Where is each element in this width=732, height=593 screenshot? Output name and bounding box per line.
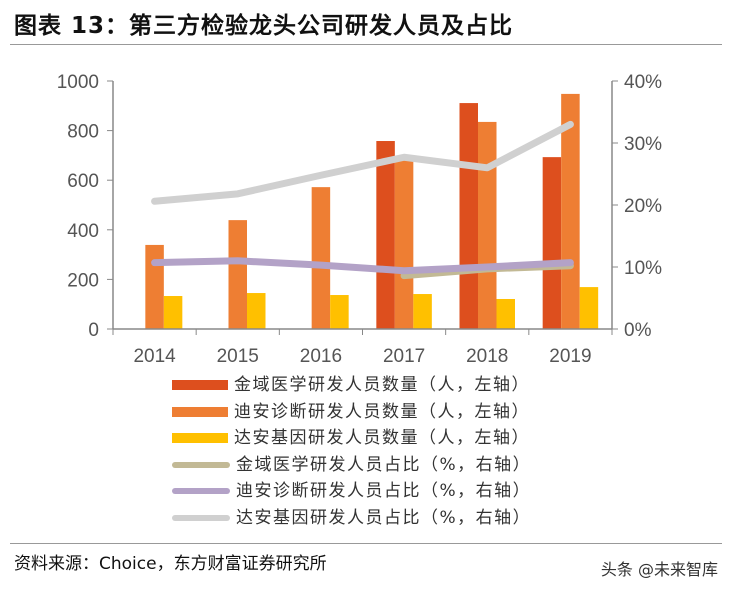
- bar-2016: [330, 295, 349, 329]
- left-tick-label: 1000: [57, 72, 99, 93]
- right-tick-label: 10%: [624, 258, 662, 279]
- left-tick-label: 800: [67, 122, 99, 143]
- line-series: [151, 120, 574, 205]
- legend-item: 迪安诊断研发人员数量（人，左轴）: [172, 399, 531, 426]
- line-series: [151, 257, 574, 275]
- bar-2019: [542, 157, 562, 329]
- legend-item: 金域医学研发人员占比（%，右轴）: [172, 452, 531, 479]
- bar-2019: [579, 287, 599, 329]
- legend-item: 达安基因研发人员占比（%，右轴）: [172, 505, 531, 532]
- title-divider: [10, 44, 722, 45]
- legend-item: 迪安诊断研发人员占比（%，右轴）: [172, 478, 531, 505]
- legend-label: 达安基因研发人员数量（人，左轴）: [234, 428, 530, 448]
- left-tick-label: 0: [88, 320, 99, 341]
- footer-divider: [10, 543, 722, 544]
- legend-item: 达安基因研发人员数量（人，左轴）: [172, 425, 531, 452]
- right-tick-label: 40%: [624, 72, 662, 93]
- bar-2018: [478, 121, 497, 329]
- legend: 金域医学研发人员数量（人，左轴） 迪安诊断研发人员数量（人，左轴） 达安基因研发人员…: [172, 372, 531, 531]
- x-tick-label: 2016: [300, 346, 342, 367]
- bar-2018: [459, 103, 478, 330]
- legend-label: 迪安诊断研发人员占比（%，右轴）: [236, 481, 532, 501]
- bar-2015: [228, 220, 247, 329]
- bar-2016: [311, 187, 331, 329]
- x-tick-label: 2015: [217, 346, 259, 367]
- watermark: 头条 @未来智库: [600, 560, 718, 579]
- bar-2018: [496, 298, 515, 329]
- bar-2014: [145, 244, 164, 329]
- legend-swatch: [172, 433, 228, 444]
- bar-2017: [376, 141, 395, 329]
- left-tick-label: 200: [67, 270, 99, 291]
- bar-2017: [394, 159, 414, 329]
- bar-2014: [163, 296, 183, 329]
- left-tick-label: 400: [67, 221, 99, 242]
- legend-label: 达安基因研发人员占比（%，右轴）: [236, 507, 532, 528]
- x-tick-label: 2017: [383, 346, 425, 367]
- x-tick-label: 2019: [549, 346, 591, 367]
- legend-swatch: [172, 488, 230, 495]
- x-tick-label: 2018: [466, 346, 508, 367]
- right-tick-label: 20%: [624, 196, 662, 217]
- right-tick-label: 0%: [624, 320, 652, 341]
- source-note: 资料来源：Choice，东方财富证券研究所: [14, 554, 327, 574]
- left-tick-label: 600: [67, 171, 99, 192]
- bar-2015: [247, 293, 266, 329]
- legend-swatch: [172, 514, 230, 521]
- legend-label: 迪安诊断研发人员数量（人，左轴）: [234, 401, 530, 422]
- legend-swatch: [172, 406, 228, 417]
- figure-title: 图表 13：第三方检验龙头公司研发人员及占比: [14, 13, 514, 39]
- legend-swatch: [172, 461, 230, 468]
- bar-2019: [561, 93, 580, 330]
- legend-item: 金域医学研发人员数量（人，左轴）: [172, 372, 531, 399]
- legend-swatch: [172, 380, 228, 391]
- legend-label: 金域医学研发人员占比（%，右轴）: [236, 454, 532, 475]
- right-tick-label: 30%: [624, 134, 662, 155]
- x-tick-label: 2014: [133, 346, 176, 367]
- bar-2017: [413, 294, 432, 329]
- legend-label: 金域医学研发人员数量（人，左轴）: [234, 375, 530, 395]
